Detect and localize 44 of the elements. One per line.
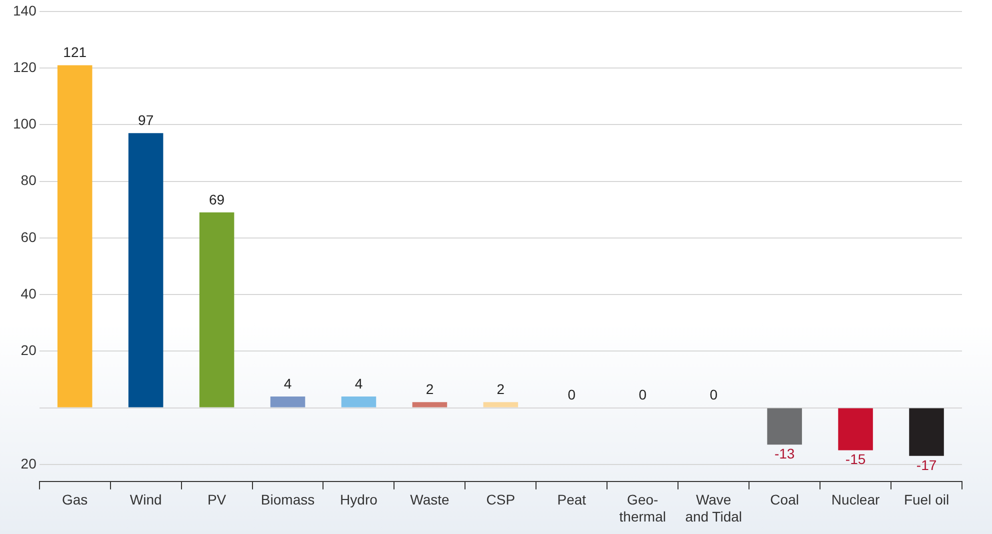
bar xyxy=(483,402,518,408)
x-tick-label: Wave and Tidal xyxy=(685,492,742,524)
x-tick-label: Biomass xyxy=(260,492,315,508)
x-tick-label: Coal xyxy=(770,492,799,508)
data-label: 4 xyxy=(354,375,363,392)
data-label: 0 xyxy=(568,386,576,403)
data-label: 0 xyxy=(638,386,647,403)
data-label: -17 xyxy=(916,456,937,473)
data-label: 4 xyxy=(284,375,292,392)
bar xyxy=(909,408,944,456)
y-tick-label: 140 xyxy=(13,2,37,18)
x-tick-label: Wind xyxy=(130,492,162,508)
data-label: -15 xyxy=(845,451,866,468)
x-tick-label: Hydro xyxy=(340,492,378,508)
bar xyxy=(199,212,234,408)
bar xyxy=(57,65,92,408)
y-tick-label: 20 xyxy=(20,342,37,358)
x-tick-label: CSP xyxy=(486,492,516,508)
x-tick-label: Nuclear xyxy=(831,492,880,508)
data-label: 121 xyxy=(63,44,87,60)
data-label: 97 xyxy=(138,112,154,128)
data-label: 2 xyxy=(496,380,505,397)
x-tick-label: Waste xyxy=(410,492,450,508)
y-tick-label: 20 xyxy=(20,455,37,472)
x-tick-label: Peat xyxy=(557,492,586,508)
data-label: 69 xyxy=(209,191,225,208)
bar xyxy=(767,408,802,445)
y-tick-label: 80 xyxy=(20,172,37,188)
bar xyxy=(412,402,448,408)
y-tick-label: 120 xyxy=(13,58,37,75)
x-tick-label: Geo- thermal xyxy=(619,492,666,524)
x-tick-label: Fuel oil xyxy=(904,492,950,508)
y-tick-label: 60 xyxy=(20,228,37,245)
data-label: 0 xyxy=(710,386,718,403)
data-label: -13 xyxy=(774,445,795,462)
x-tick-label: PV xyxy=(207,492,227,508)
data-label: 2 xyxy=(426,380,434,397)
y-tick-label: 100 xyxy=(13,116,37,132)
x-tick-label: Gas xyxy=(62,492,88,508)
y-tick-label: 40 xyxy=(20,285,37,302)
bar xyxy=(128,133,164,408)
bar xyxy=(341,396,376,408)
bar xyxy=(838,408,873,450)
bar xyxy=(270,396,306,408)
